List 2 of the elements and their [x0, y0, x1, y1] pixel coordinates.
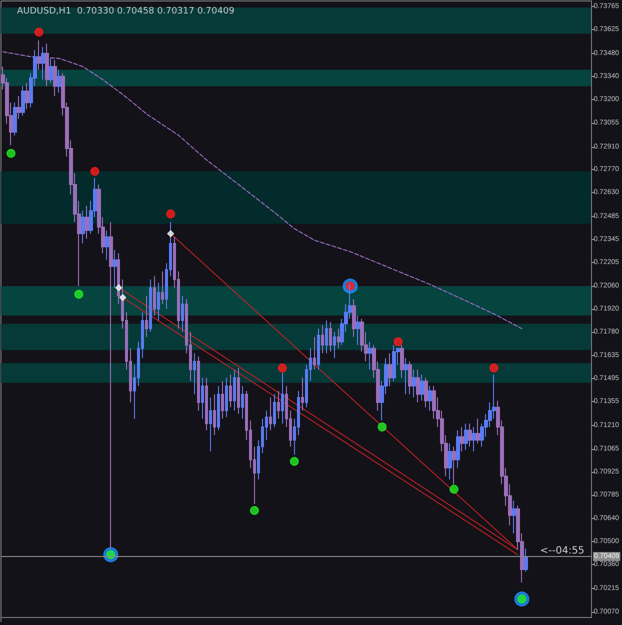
annotation: <--04:55: [540, 546, 584, 556]
text: AUDUSD,H1 0.70330 0.70458 0.70317 0.70409: [17, 6, 235, 16]
